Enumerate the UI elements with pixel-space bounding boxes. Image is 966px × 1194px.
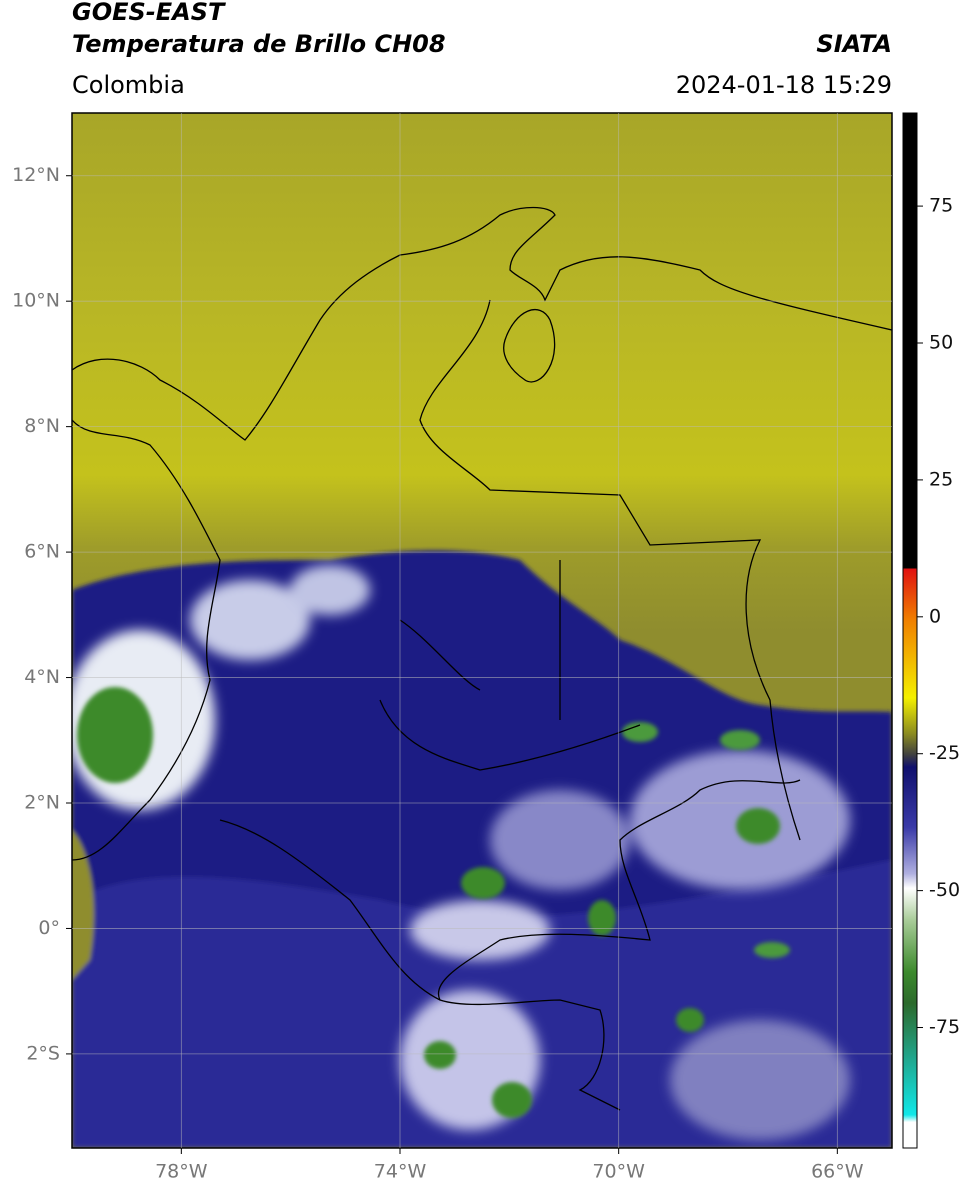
cold-tops <box>77 687 790 1118</box>
timestamp: 2024-01-18 15:29 <box>676 71 892 99</box>
colorbar-label: -75 <box>929 1016 960 1038</box>
imagery <box>72 113 892 1148</box>
ticks: 78°W 74°W 70°W 66°W 12°N 10°N 8°N 6°N 4°N 2°N 0° 2°… <box>12 113 960 1183</box>
region: Colombia <box>72 71 185 99</box>
map-frame <box>71 112 893 1149</box>
source: SIATA <box>816 30 892 58</box>
colorbar-label: 25 <box>929 468 953 490</box>
colorbar-label: 75 <box>929 195 953 217</box>
y-tick-label: 4°N <box>24 666 60 688</box>
colorbar-label: 50 <box>929 332 953 354</box>
y-tick-label: 10°N <box>12 290 60 312</box>
y-tick-label: 8°N <box>24 415 60 437</box>
x-tick-label: 78°W <box>155 1161 208 1183</box>
y-tick-label: 6°N <box>24 541 60 563</box>
y-tick-label: 2°S <box>26 1042 60 1064</box>
y-tick-label: 2°N <box>24 792 60 814</box>
colorbar-label: -25 <box>929 742 960 764</box>
colorbar <box>902 112 918 1149</box>
colorbar-label: -50 <box>929 879 960 901</box>
borders <box>72 206 892 1111</box>
x-tick-label: 74°W <box>374 1161 427 1183</box>
y-tick-label: 12°N <box>12 164 60 186</box>
x-tick-label: 66°W <box>811 1161 864 1183</box>
x-tick-label: 70°W <box>592 1161 645 1183</box>
y-tick-label: 0° <box>38 917 60 939</box>
title: GOES-EAST <box>72 0 226 26</box>
colorbar-label: 0 <box>929 605 941 627</box>
subtitle: Temperatura de Brillo CH08 <box>72 30 446 58</box>
